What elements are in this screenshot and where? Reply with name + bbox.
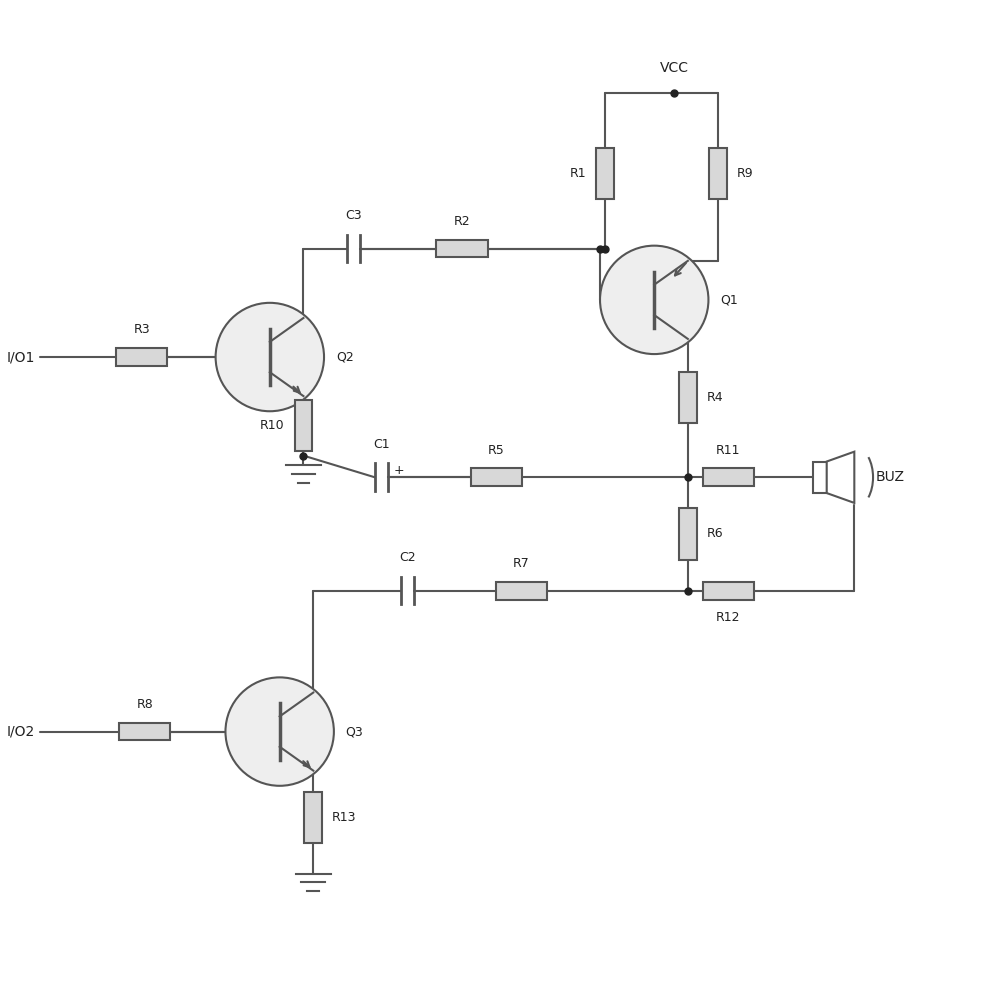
Text: R7: R7 [513,557,530,570]
Text: BUZ: BUZ [876,470,905,484]
Text: VCC: VCC [659,62,688,76]
Bar [703,468,754,486]
Bar [116,348,167,366]
Bar [119,723,170,741]
Text: C1: C1 [373,437,390,450]
Bar [596,147,614,199]
Text: R6: R6 [707,528,723,541]
Text: I/O1: I/O1 [7,350,35,364]
Text: C3: C3 [345,209,362,222]
Text: R8: R8 [136,698,153,711]
Text: R3: R3 [133,323,150,336]
Bar [679,508,697,560]
Bar [709,147,727,199]
Circle shape [225,677,334,786]
Text: I/O2: I/O2 [7,725,35,739]
Bar [295,401,312,451]
Bar [703,581,754,599]
Text: R12: R12 [716,611,740,624]
Text: R5: R5 [488,443,505,456]
Text: R4: R4 [707,391,723,404]
Text: R9: R9 [737,167,754,180]
Text: R2: R2 [454,215,470,228]
Bar [813,461,827,493]
Bar [471,468,522,486]
Circle shape [216,303,324,412]
Text: +: + [394,464,405,477]
Text: Q2: Q2 [336,351,354,364]
Bar [304,791,322,843]
Text: R13: R13 [332,811,357,824]
Text: Q1: Q1 [720,293,738,306]
Text: R11: R11 [716,443,740,456]
Text: Q3: Q3 [346,725,363,739]
Circle shape [600,246,708,354]
Bar [496,581,547,599]
Text: R1: R1 [570,167,586,180]
Bar [436,240,488,257]
Text: C2: C2 [399,551,416,564]
Text: R10: R10 [260,419,285,432]
Bar [679,372,697,422]
Polygon shape [827,451,854,503]
